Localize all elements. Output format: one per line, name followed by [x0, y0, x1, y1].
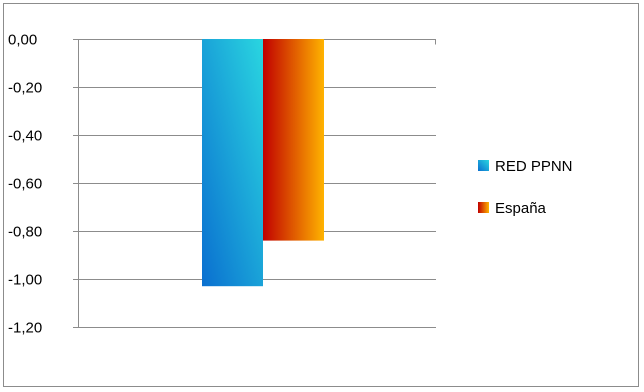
bar-red-ppnn — [202, 39, 263, 287]
y-tick-label: -1,00 — [8, 272, 42, 289]
legend-label: RED PPNN — [495, 158, 573, 175]
y-tick-label: -0,20 — [8, 80, 42, 97]
legend-label: España — [495, 200, 547, 217]
bars — [202, 39, 324, 287]
y-tick-label: -0,40 — [8, 128, 42, 145]
y-tick-labels: 0,00 -0,20 -0,40 -0,60 -0,80 -1,00 -1,20 — [8, 32, 42, 337]
y-tick-label: -1,20 — [8, 320, 42, 337]
y-tick-label: 0,00 — [8, 32, 37, 49]
legend-swatch — [478, 202, 489, 213]
y-tick-label: -0,60 — [8, 176, 42, 193]
bar-espana — [263, 39, 324, 241]
legend-swatch — [478, 160, 489, 171]
legend: RED PPNN España — [478, 158, 573, 217]
axes — [73, 39, 436, 328]
y-tick-label: -0,80 — [8, 224, 42, 241]
